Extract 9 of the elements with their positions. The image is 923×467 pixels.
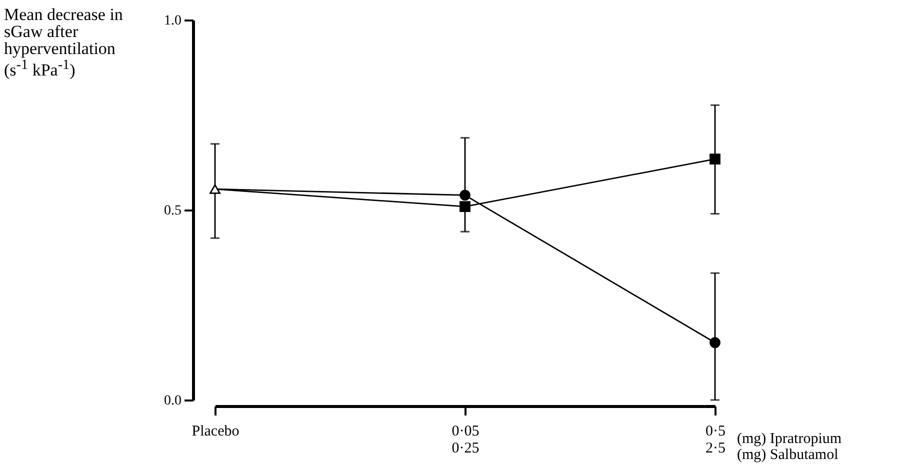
x-tick-label: 0·05 0·25 <box>452 424 480 456</box>
y-tick-label: 1.0 <box>164 14 182 28</box>
text: (mg) Ipratropium <box>737 431 842 447</box>
y-axis-title: Mean decrease in sGaw after hyperventilation (s$^{-1}$ kPa$^{-1}$) <box>4 5 124 80</box>
x-tick-label: Placebo <box>192 424 240 440</box>
x-tick-label: 0·5 2·5 <box>706 424 726 456</box>
y-tick-label: 0.5 <box>164 204 182 218</box>
text: (mg) Salbutamol <box>737 447 838 463</box>
y-tick-label: 0.0 <box>164 394 182 408</box>
